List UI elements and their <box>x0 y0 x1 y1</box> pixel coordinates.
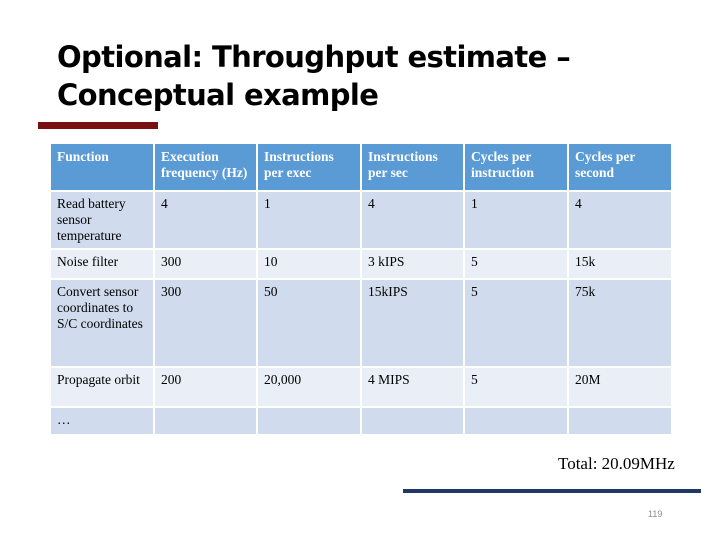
table-cell: 50 <box>256 278 362 368</box>
total-label: Total: 20.09MHz <box>558 454 675 473</box>
table-cell: 4 <box>567 190 673 250</box>
header-cycles-per-instruction: Cycles per instruction <box>463 142 569 192</box>
footer-accent-bar <box>403 489 701 493</box>
table-cell: 15k <box>567 248 673 280</box>
table-cell: 4 <box>360 190 465 250</box>
table-cell: 20M <box>567 366 673 408</box>
table-row: … <box>49 406 673 436</box>
table-cell: Convert sensor coordinates to S/C coordi… <box>49 278 155 368</box>
table-row: Convert sensor coordinates to S/C coordi… <box>49 278 673 368</box>
header-instructions-per-sec: Instructions per sec <box>360 142 465 192</box>
table-cell <box>463 406 569 436</box>
table-cell: 200 <box>153 366 258 408</box>
slide-title: Optional: Throughput estimate – Conceptu… <box>57 40 571 112</box>
header-function: Function <box>49 142 155 192</box>
table-cell: 4 MIPS <box>360 366 465 408</box>
table-cell <box>567 406 673 436</box>
table-cell: 4 <box>153 190 258 250</box>
table-cell: 5 <box>463 248 569 280</box>
table-cell <box>153 406 258 436</box>
table-row: Read battery sensor temperature 4 1 4 1 … <box>49 190 673 250</box>
header-execution-frequency: Execution frequency (Hz) <box>153 142 258 192</box>
header-cycles-per-second: Cycles per second <box>567 142 673 192</box>
table-header-row: Function Execution frequency (Hz) Instru… <box>49 142 673 192</box>
table-cell: 10 <box>256 248 362 280</box>
table-row: Propagate orbit 200 20,000 4 MIPS 5 20M <box>49 366 673 408</box>
table-cell: 3 kIPS <box>360 248 465 280</box>
table-cell: Read battery sensor temperature <box>49 190 155 250</box>
table-row: Noise filter 300 10 3 kIPS 5 15k <box>49 248 673 280</box>
page-number: 119 <box>648 509 663 519</box>
table-cell: Propagate orbit <box>49 366 155 408</box>
header-instructions-per-exec: Instructions per exec <box>256 142 362 192</box>
table-cell <box>360 406 465 436</box>
table-cell <box>256 406 362 436</box>
table-cell: 300 <box>153 278 258 368</box>
table-cell: 1 <box>463 190 569 250</box>
title-accent-bar <box>38 122 158 129</box>
table-cell: 20,000 <box>256 366 362 408</box>
table-cell: 5 <box>463 366 569 408</box>
table-cell: Noise filter <box>49 248 155 280</box>
table-cell: 15kIPS <box>360 278 465 368</box>
table-cell: 5 <box>463 278 569 368</box>
table-cell: 75k <box>567 278 673 368</box>
table-cell: 1 <box>256 190 362 250</box>
throughput-table: Function Execution frequency (Hz) Instru… <box>49 142 673 436</box>
table-cell: … <box>49 406 155 436</box>
table-cell: 300 <box>153 248 258 280</box>
